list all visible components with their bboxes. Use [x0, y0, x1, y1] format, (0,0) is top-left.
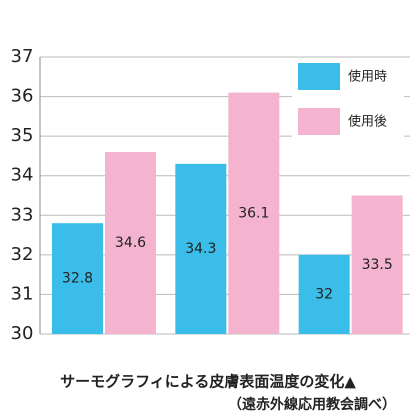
bar [228, 92, 280, 334]
chart-title: サーモグラフィによる皮膚表面温度の変化▲ [60, 373, 356, 391]
bar [351, 195, 403, 334]
chart-subtitle: （遠赤外線応用教会調べ） [228, 396, 396, 413]
data-label: 34.3 [185, 241, 216, 257]
y-tick-label: 30 [11, 323, 34, 344]
data-label: 32 [315, 286, 333, 302]
y-tick-label: 36 [11, 86, 34, 107]
data-label: 32.8 [62, 271, 93, 287]
legend-swatch [298, 108, 340, 135]
data-label: 33.5 [362, 257, 393, 273]
y-tick-label: 33 [11, 204, 34, 225]
data-label: 34.6 [115, 235, 146, 251]
y-tick-label: 34 [11, 165, 34, 186]
y-tick-label: 31 [11, 283, 34, 304]
y-tick-label: 32 [11, 244, 34, 265]
bar [298, 254, 350, 334]
legend-swatch [298, 63, 340, 90]
legend-label: 使用後 [348, 114, 387, 130]
data-label: 36.1 [238, 205, 269, 221]
bar [52, 223, 103, 334]
bar [105, 151, 156, 334]
legend-label: 使用時 [348, 69, 387, 85]
y-tick-label: 35 [11, 125, 34, 146]
y-tick-label: 37 [11, 46, 34, 67]
bar [175, 163, 227, 334]
